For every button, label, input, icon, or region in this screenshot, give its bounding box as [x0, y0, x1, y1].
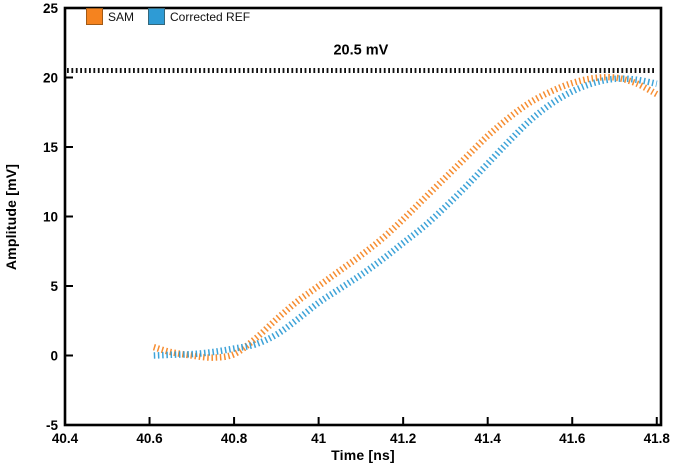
x-tick-label: 41.2	[390, 431, 416, 446]
y-tick-label: 20	[43, 71, 58, 86]
x-tick-label: 41.8	[644, 431, 671, 446]
x-tick-label: 41.4	[475, 431, 502, 446]
legend-label-sam: SAM	[108, 9, 135, 24]
y-tick-label: 0	[50, 349, 58, 364]
legend-item-corrected-ref: Corrected REF	[148, 8, 250, 25]
x-axis-label: Time [ns]	[331, 447, 395, 463]
x-tick-label: 41	[311, 431, 327, 446]
x-tick-label: 40.8	[221, 431, 248, 446]
x-tick-label: 41.6	[559, 431, 586, 446]
y-tick-label: 15	[43, 140, 59, 155]
threshold-annotation: 20.5 mV	[333, 43, 388, 59]
y-axis-label: Amplitude [mV]	[3, 163, 19, 271]
x-tick-label: 40.4	[52, 431, 79, 446]
series-sam	[152, 73, 659, 361]
x-tick-label: 40.6	[136, 431, 163, 446]
sam-series-swatch-icon	[86, 8, 103, 25]
y-tick-label: 25	[43, 1, 59, 16]
corrected-ref-series-swatch-icon	[148, 8, 166, 25]
legend-item-sam: SAM	[86, 8, 134, 25]
series-corrected-ref	[153, 75, 658, 359]
legend-label-corrected-ref: Corrected REF	[170, 9, 251, 24]
y-tick-label: -5	[46, 418, 58, 433]
y-tick-label: 10	[43, 210, 58, 225]
y-tick-label: 5	[50, 279, 58, 294]
legend: SAM Corrected REF	[86, 8, 250, 25]
